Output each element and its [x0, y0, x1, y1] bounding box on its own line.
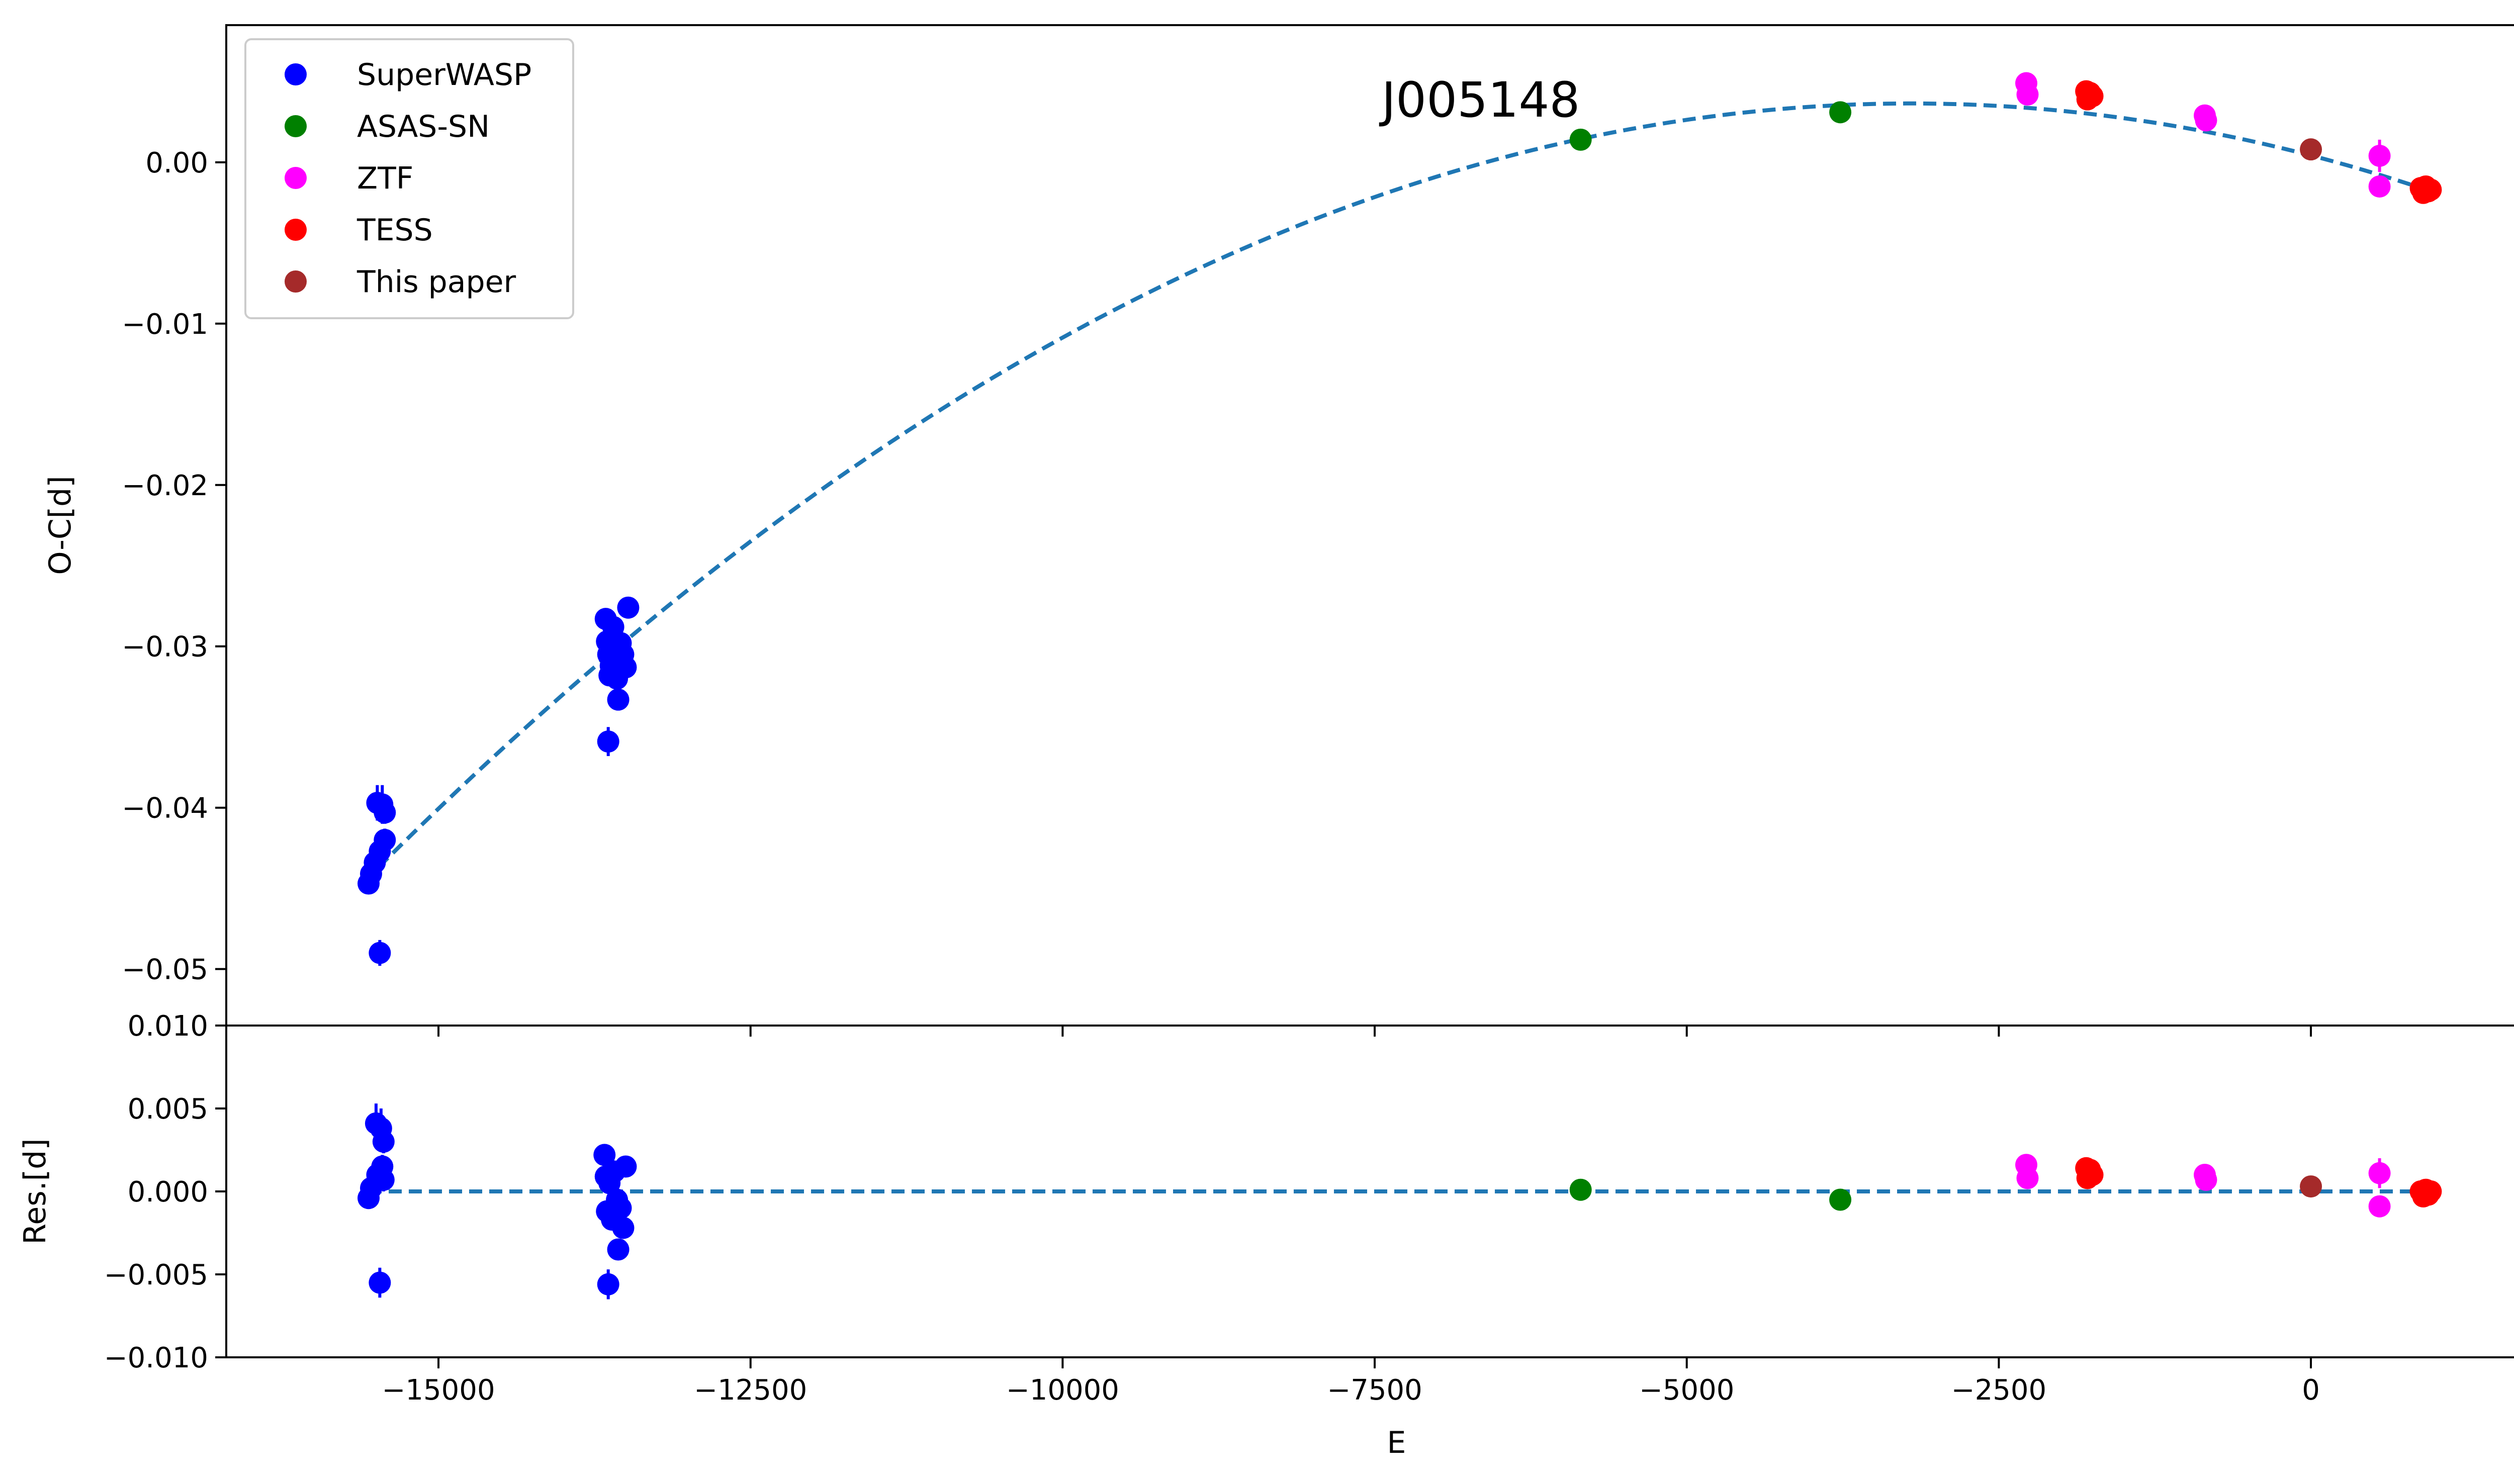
oc-y-tick-label: −0.02 — [122, 470, 208, 502]
legend: SuperWASP ASAS-SN ZTF TESS This paper — [244, 38, 574, 319]
legend-label: ASAS-SN — [357, 109, 490, 144]
res-superwasp-point — [597, 1273, 619, 1295]
res-ztf-point — [2368, 1162, 2391, 1184]
oc-panel: 0.00 −0.01 −0.02 −0.03 −0.04 −0.05 J005148 O-… — [43, 24, 2514, 1037]
res-superwasp-point — [372, 1168, 395, 1191]
res-asas-sn-point — [1829, 1188, 1852, 1211]
legend-marker — [285, 270, 307, 293]
oc-y-tick-label: −0.03 — [122, 631, 208, 664]
oc-y-tick-label: −0.04 — [122, 792, 208, 825]
legend-label: ZTF — [357, 161, 413, 196]
x-tick-label: −10000 — [1006, 1374, 1119, 1407]
x-tick-label: −2500 — [1951, 1374, 2046, 1407]
oc-y-tick-label: 0.00 — [145, 147, 208, 179]
res-tess-point — [2081, 1164, 2104, 1186]
res-superwasp-point — [614, 1155, 637, 1178]
res-y-tick-label: −0.010 — [104, 1342, 208, 1374]
x-tick-label: −12500 — [694, 1374, 807, 1407]
res-y-tick-label: 0.010 — [128, 1010, 208, 1043]
oc-superwasp-point — [597, 730, 619, 753]
res-tess-point — [2419, 1180, 2442, 1202]
oc-superwasp-point — [369, 942, 391, 964]
oc-superwasp-point — [614, 656, 637, 679]
residuals-y-ticks: 0.010 0.005 0.000 −0.005 −0.010 — [104, 1010, 226, 1374]
residual-data-points — [357, 1103, 2442, 1300]
oc-ztf-point — [2195, 109, 2217, 132]
oc-asas-sn-point — [1569, 128, 1592, 151]
quadratic-fit-group — [377, 101, 2431, 869]
legend-marker — [285, 115, 307, 137]
res-ztf-point — [2195, 1168, 2217, 1191]
x-tick-label: 0 — [2302, 1374, 2320, 1407]
legend-box — [244, 38, 574, 319]
oc-ztf-point — [2016, 83, 2039, 106]
oc-y-tick-label: −0.01 — [122, 308, 208, 341]
res-y-tick-label: −0.005 — [104, 1259, 208, 1291]
oc-this-paper-point — [2300, 138, 2322, 161]
x-tick-label: −15000 — [382, 1374, 495, 1407]
oc-superwasp-point — [607, 688, 630, 711]
res-superwasp-point — [609, 1197, 632, 1219]
legend-marker — [285, 63, 307, 85]
x-tick-label: −7500 — [1327, 1374, 1422, 1407]
residuals-x-ticks: −15000 −12500 −10000 −7500 −5000 −2500 0 — [382, 1357, 2320, 1407]
res-y-tick-label: 0.000 — [128, 1176, 208, 1209]
res-y-tick-label: 0.005 — [128, 1093, 208, 1126]
res-superwasp-point — [612, 1217, 635, 1239]
residuals-panel: 0.010 0.005 0.000 −0.005 −0.010 −15000 −12500… — [18, 1010, 2514, 1460]
legend-label: SuperWASP — [357, 57, 531, 92]
legend-marker — [285, 219, 307, 241]
oc-y-tick-label: −0.05 — [122, 954, 208, 986]
res-ztf-point — [2016, 1167, 2039, 1189]
oc-ztf-point — [2368, 144, 2391, 167]
res-superwasp-point — [593, 1144, 616, 1166]
chart-title: J005148 — [1379, 72, 1580, 128]
x-axis-label: E — [1387, 1425, 1406, 1460]
oc-x-ticks — [437, 1026, 2312, 1037]
oc-superwasp-point — [374, 828, 396, 851]
oc-tess-point — [2419, 178, 2442, 201]
legend-label: This paper — [356, 264, 516, 300]
residuals-y-axis-label: Res.[d] — [18, 1138, 53, 1244]
res-this-paper-point — [2300, 1175, 2322, 1198]
oc-ztf-point — [2368, 175, 2391, 198]
x-tick-label: −5000 — [1639, 1374, 1734, 1407]
res-asas-sn-point — [1569, 1178, 1592, 1201]
oc-superwasp-point — [617, 596, 640, 619]
oc-tess-point — [2081, 85, 2104, 108]
res-superwasp-point — [607, 1238, 630, 1261]
oc-asas-sn-point — [1829, 101, 1852, 124]
quadratic-fit-curve — [377, 101, 2431, 869]
legend-label: TESS — [356, 213, 433, 248]
oc-data-points — [357, 72, 2442, 966]
res-superwasp-point — [372, 1131, 395, 1153]
res-ztf-point — [2368, 1195, 2391, 1218]
oc-superwasp-point — [374, 801, 396, 824]
oc-y-axis-label: O-C[d] — [43, 476, 78, 575]
res-superwasp-point — [369, 1271, 391, 1294]
legend-marker — [285, 167, 307, 189]
oc-y-ticks: 0.00 −0.01 −0.02 −0.03 −0.04 −0.05 — [122, 147, 226, 986]
